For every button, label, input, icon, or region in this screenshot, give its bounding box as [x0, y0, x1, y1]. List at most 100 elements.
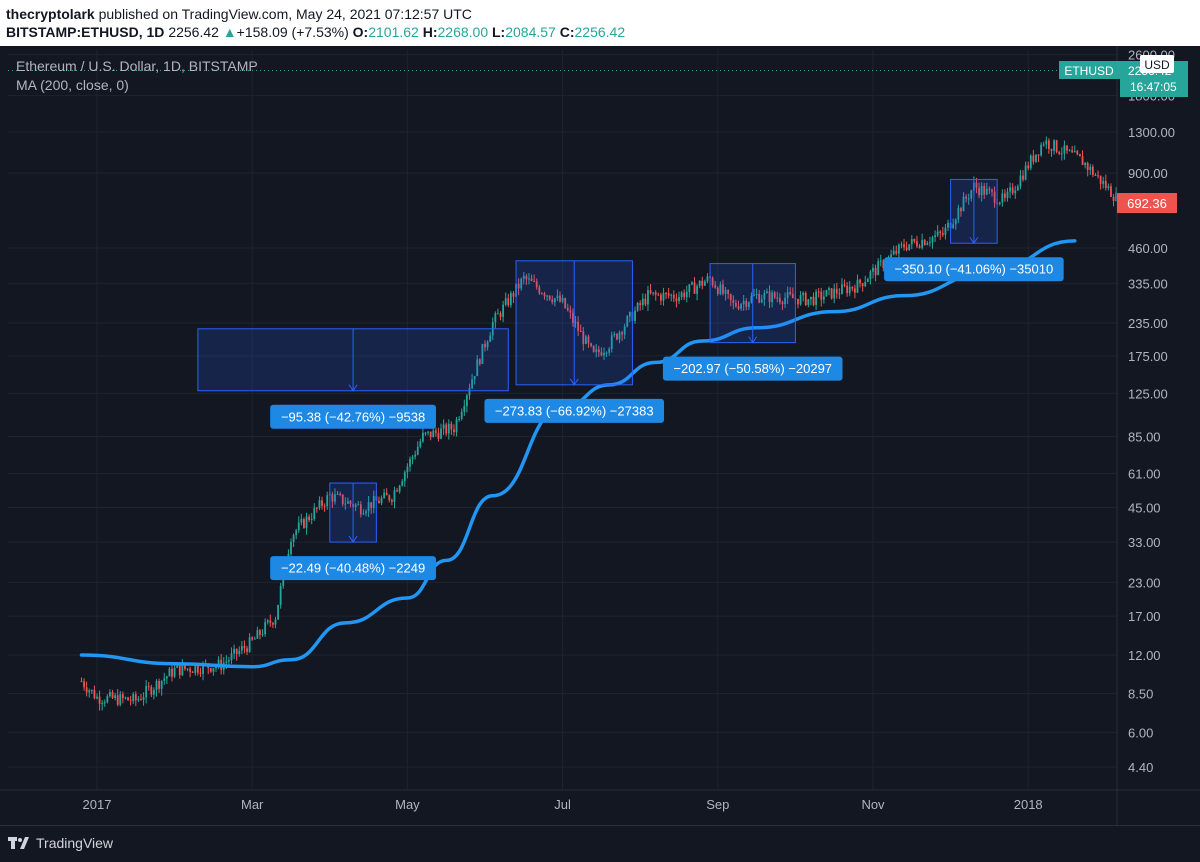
candle-body: [121, 694, 124, 698]
candle-body: [566, 307, 569, 311]
candle-body: [1047, 140, 1050, 149]
candle-body: [753, 294, 755, 296]
candle-body: [473, 376, 476, 380]
candle-body: [341, 494, 344, 505]
ma-legend[interactable]: MA (200, close, 0): [16, 77, 129, 93]
candle-body: [326, 495, 329, 507]
ticker-tag-label: ETHUSD: [1064, 64, 1114, 78]
candle-body: [691, 282, 693, 285]
symbol-legend[interactable]: Ethereum / U.S. Dollar, 1D, BITSTAMP: [16, 58, 258, 74]
candle-body: [659, 294, 662, 301]
candle-body: [830, 288, 833, 299]
candle-body: [610, 335, 613, 349]
measure-label-bg: [270, 404, 436, 429]
candle-body: [1027, 165, 1030, 169]
candle-body: [414, 454, 417, 457]
candle-body: [357, 504, 360, 506]
candle-body: [429, 431, 432, 438]
candle-body: [1053, 140, 1055, 151]
candle-body: [155, 680, 158, 690]
candle-body: [947, 222, 949, 228]
candle-body: [980, 185, 983, 196]
candle-body: [465, 395, 468, 406]
candle-body: [613, 333, 616, 336]
price-change: +158.09 (+7.53%): [236, 24, 349, 40]
candle-body: [807, 299, 810, 306]
candle-body: [869, 271, 872, 280]
candle-body: [623, 326, 626, 335]
arrow-head-icon: [348, 384, 358, 392]
candle-body: [233, 648, 235, 654]
candle-body: [952, 224, 955, 229]
candle-body: [859, 279, 861, 284]
candle-body: [1004, 193, 1006, 198]
close-value: 2256.42: [574, 24, 626, 40]
price-axis[interactable]: [1117, 46, 1200, 790]
ticker-tag: [1059, 61, 1120, 79]
candle-body: [766, 291, 768, 294]
candle-body: [703, 281, 706, 286]
candle-body: [440, 428, 442, 439]
candle-body: [737, 306, 740, 309]
candle-body: [1112, 196, 1115, 201]
chart-area[interactable]: −95.38 (−42.76%) −9538 −22.49 (−40.48%) −…: [0, 46, 1200, 825]
candle-body: [434, 430, 437, 433]
candle-body: [543, 293, 546, 297]
candle-body: [864, 281, 867, 287]
candle-body: [866, 279, 869, 282]
currency-badge[interactable]: [1140, 55, 1174, 73]
candle-body: [315, 507, 318, 509]
candle-body: [716, 287, 719, 294]
candle-body: [243, 646, 246, 649]
publish-info: thecryptolark published on TradingView.c…: [6, 6, 472, 22]
candle-body: [561, 298, 564, 302]
candle-body: [266, 620, 269, 623]
candle-body: [574, 321, 577, 323]
candle-body: [271, 622, 274, 625]
candle-body: [362, 513, 365, 515]
candle-body: [277, 604, 279, 620]
candle-body: [978, 187, 980, 196]
candle-body: [616, 333, 618, 340]
measure-label-bg: [484, 398, 665, 423]
candle-body: [1014, 190, 1017, 194]
candle-body: [171, 668, 173, 677]
candle-body: [191, 671, 194, 673]
price-tick-label: 45.00: [1128, 500, 1161, 515]
candle-body: [711, 277, 714, 286]
countdown: 16:47:05: [1130, 80, 1177, 94]
time-tick-label: Nov: [861, 797, 885, 812]
candle-body: [409, 458, 411, 467]
candle-body: [305, 516, 308, 528]
candle-body: [238, 650, 241, 655]
candle-body: [786, 292, 789, 298]
candle-body: [856, 279, 859, 293]
measure-label: −202.97 (−50.58%) −20297: [673, 361, 832, 376]
candle-body: [1084, 162, 1087, 166]
candle-body: [1035, 154, 1037, 162]
candle-body: [931, 237, 934, 243]
candle-body: [372, 496, 375, 509]
candle-body: [654, 292, 657, 295]
author[interactable]: thecryptolark: [6, 6, 95, 22]
candle-body: [525, 275, 528, 280]
price-chart[interactable]: −95.38 (−42.76%) −9538 −22.49 (−40.48%) −…: [0, 46, 1200, 825]
candle-body: [398, 485, 401, 492]
low-label: L:: [492, 24, 506, 40]
candle-body: [468, 388, 471, 396]
candle-body: [895, 250, 898, 254]
candle-body: [530, 278, 533, 281]
candle-body: [1058, 152, 1061, 154]
candle-body: [1063, 145, 1066, 154]
arrow-head-icon: [348, 535, 358, 543]
candle-body: [1089, 166, 1092, 170]
candle-body: [975, 182, 978, 188]
brand-name[interactable]: TradingView: [36, 835, 114, 851]
candle-body: [378, 500, 380, 504]
candle-body: [1073, 151, 1076, 153]
candle-body: [119, 694, 122, 705]
candle-body: [178, 665, 181, 676]
candle-body: [991, 189, 993, 192]
candle-body: [693, 282, 696, 294]
price-tick-label: 4.40: [1128, 760, 1153, 775]
